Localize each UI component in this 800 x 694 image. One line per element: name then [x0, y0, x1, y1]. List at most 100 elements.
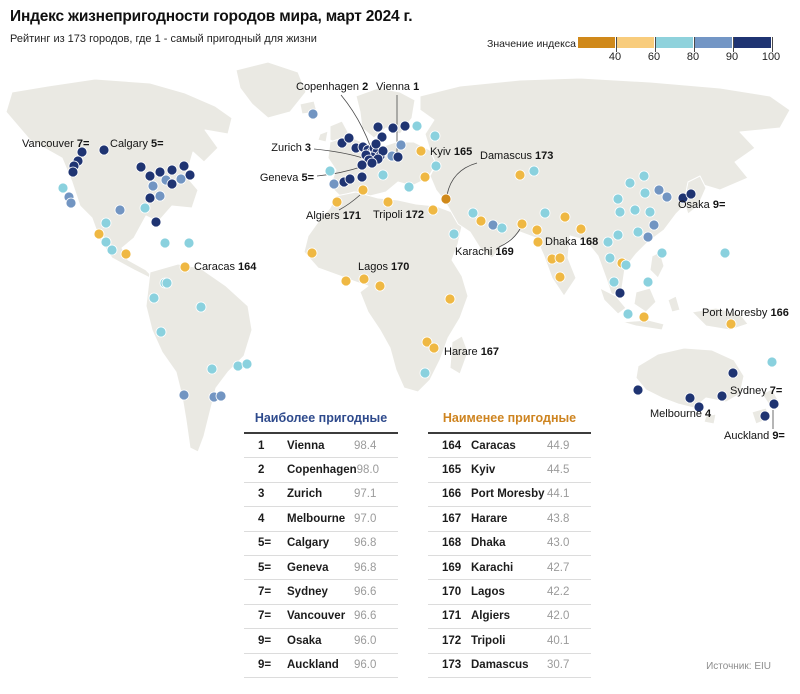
score-cell: 96.8	[354, 561, 377, 574]
legend-segment: 100	[734, 37, 780, 63]
city-label: Kyiv 165	[430, 146, 472, 158]
city-dot	[372, 121, 384, 133]
city-dot	[306, 247, 318, 259]
table-row: 4 Melbourne 97.0	[244, 507, 398, 532]
city-cell: Geneva	[287, 561, 329, 574]
legend-segment: 60	[617, 37, 660, 63]
city-cell: Auckland	[287, 659, 339, 672]
best-table-title: Наиболее пригодные	[254, 411, 388, 425]
city-dot	[328, 178, 340, 190]
city-cell: Calgary	[287, 537, 330, 550]
city-cell: Zurich	[287, 488, 323, 501]
worst-table-rows: 164 Caracas 44.9 165 Kyiv 44.5 166 Port Moresby…	[428, 432, 591, 678]
city-label: Damascus 173	[480, 150, 553, 162]
city-dot	[415, 145, 427, 157]
city-dot	[114, 204, 126, 216]
city-dot	[440, 193, 452, 205]
city-dot	[148, 292, 160, 304]
table-row: 7= Vancouver 96.6	[244, 605, 398, 630]
city-dot	[57, 182, 69, 194]
score-cell: 42.2	[547, 586, 570, 599]
city-dot	[411, 120, 423, 132]
city-dot	[421, 336, 433, 348]
table-row: 2 Copenhagen 98.0	[244, 458, 398, 483]
city-dot	[419, 367, 431, 379]
city-cell: Port Moresby	[471, 488, 545, 501]
table-row: 173 Damascus 30.7	[428, 654, 591, 678]
table-row: 9= Osaka 96.0	[244, 629, 398, 654]
city-dot	[759, 410, 771, 422]
rank-cell: 168	[442, 537, 462, 550]
city-dot	[575, 223, 587, 235]
table-row: 166 Port Moresby 44.1	[428, 483, 591, 508]
rank-cell: 5=	[258, 537, 272, 550]
city-dot	[343, 132, 355, 144]
city-dot	[358, 273, 370, 285]
city-dot	[614, 206, 626, 218]
city-dot	[719, 247, 731, 259]
city-cell: Copenhagen	[287, 464, 357, 477]
score-cell: 96.8	[354, 537, 377, 550]
score-cell: 97.0	[354, 512, 377, 525]
legend-tick-label: 90	[725, 51, 739, 63]
table-row: 165 Kyiv 44.5	[428, 458, 591, 483]
city-dot	[392, 151, 404, 163]
city-dot	[629, 204, 641, 216]
city-label: Vancouver 7=	[22, 138, 89, 150]
page-title: Индекс жизнепригодности городов мира, ма…	[10, 8, 413, 25]
table-row: 9= Auckland 96.0	[244, 654, 398, 678]
city-label: Geneva 5=	[260, 172, 314, 184]
city-dot	[76, 146, 88, 158]
legend-tick-label: 40	[608, 51, 622, 63]
city-dot	[356, 159, 368, 171]
city-labels: Vancouver 7= Calgary 5= Copenhagen 2 Vienna…	[22, 81, 789, 442]
legend-tick-label: 80	[686, 51, 700, 63]
rank-cell: 165	[442, 464, 462, 477]
city-dot	[685, 188, 697, 200]
legend-segment: 90	[695, 37, 738, 63]
rank-cell: 5=	[258, 561, 272, 574]
city-dot	[135, 161, 147, 173]
city-dot	[100, 217, 112, 229]
table-row: 167 Harare 43.8	[428, 507, 591, 532]
score-cell: 44.5	[547, 464, 570, 477]
city-dot	[653, 184, 665, 196]
city-dot	[93, 228, 105, 240]
city-dot	[65, 197, 77, 209]
city-dot	[514, 169, 526, 181]
table-row: 169 Karachi 42.7	[428, 556, 591, 581]
city-cell: Sydney	[287, 586, 328, 599]
city-dot	[357, 184, 369, 196]
city-dot	[206, 363, 218, 375]
city-dot	[632, 384, 644, 396]
rank-cell: 7=	[258, 586, 272, 599]
rank-cell: 9=	[258, 634, 272, 647]
city-dot	[307, 108, 319, 120]
city-label: Algiers 171	[306, 210, 361, 222]
city-dot	[144, 192, 156, 204]
city-cell: Lagos	[471, 586, 505, 599]
city-dot	[178, 389, 190, 401]
score-cell: 44.1	[547, 488, 570, 501]
table-row: 172 Tripoli 40.1	[428, 629, 591, 654]
city-dot	[624, 177, 636, 189]
city-cell: Vienna	[287, 439, 325, 452]
table-row: 164 Caracas 44.9	[428, 434, 591, 459]
city-dot	[496, 222, 508, 234]
city-dot	[178, 160, 190, 172]
city-label: Karachi 169	[455, 246, 514, 258]
label-leader-line	[338, 194, 361, 211]
city-cell: Osaka	[287, 634, 322, 647]
city-dot	[725, 318, 737, 330]
city-dot	[612, 229, 624, 241]
city-dot	[147, 180, 159, 192]
city-dot	[642, 231, 654, 243]
city-dot	[612, 193, 624, 205]
city-dot	[399, 120, 411, 132]
city-dot	[366, 157, 378, 169]
table-row: 5= Calgary 96.8	[244, 532, 398, 556]
city-cell: Harare	[471, 512, 508, 525]
score-cell: 98.0	[356, 464, 380, 477]
city-dot	[154, 190, 166, 202]
city-dot	[150, 216, 162, 228]
